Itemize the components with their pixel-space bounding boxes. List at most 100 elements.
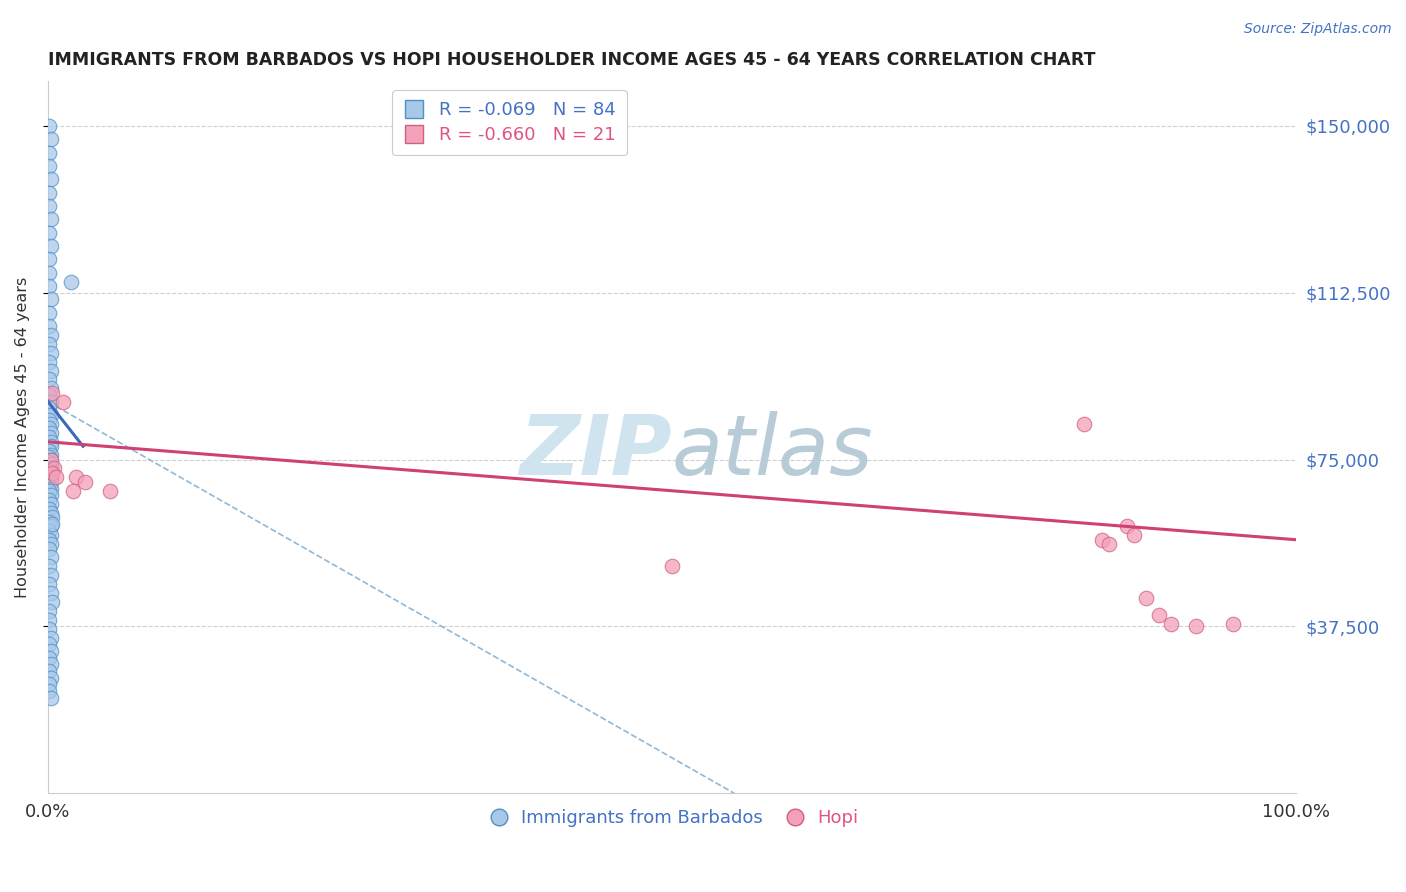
Point bbox=[661, 559, 683, 574]
Point bbox=[39, 381, 62, 395]
Point bbox=[39, 671, 62, 685]
Point bbox=[39, 568, 62, 582]
Point bbox=[38, 186, 60, 200]
Point bbox=[38, 388, 60, 402]
Point bbox=[39, 132, 62, 146]
Point bbox=[41, 510, 63, 524]
Point bbox=[38, 559, 60, 574]
Point bbox=[38, 306, 60, 320]
Y-axis label: Householder Income Ages 45 - 64 years: Householder Income Ages 45 - 64 years bbox=[15, 277, 30, 598]
Point bbox=[1147, 608, 1170, 623]
Point bbox=[39, 425, 62, 440]
Point bbox=[38, 450, 60, 465]
Point bbox=[39, 550, 62, 565]
Point bbox=[39, 506, 62, 520]
Point bbox=[39, 346, 62, 360]
Point bbox=[38, 159, 60, 173]
Point bbox=[38, 354, 60, 368]
Point bbox=[38, 266, 60, 280]
Point bbox=[52, 394, 75, 409]
Point bbox=[39, 448, 62, 462]
Point bbox=[39, 172, 62, 186]
Text: atlas: atlas bbox=[672, 411, 873, 492]
Point bbox=[38, 226, 60, 240]
Point bbox=[38, 421, 60, 435]
Point bbox=[38, 119, 60, 133]
Point bbox=[1160, 617, 1182, 632]
Point bbox=[38, 613, 60, 627]
Point bbox=[39, 452, 62, 467]
Point bbox=[39, 239, 62, 253]
Point bbox=[38, 533, 60, 547]
Point bbox=[39, 497, 62, 511]
Point bbox=[38, 252, 60, 267]
Point bbox=[38, 145, 60, 160]
Point bbox=[39, 488, 62, 502]
Point bbox=[1222, 617, 1244, 632]
Point bbox=[38, 664, 60, 678]
Point bbox=[39, 434, 62, 449]
Point bbox=[38, 483, 60, 498]
Point bbox=[38, 677, 60, 691]
Point bbox=[75, 475, 97, 489]
Point bbox=[39, 328, 62, 343]
Point bbox=[38, 412, 60, 426]
Point bbox=[38, 473, 60, 487]
Point bbox=[39, 690, 62, 705]
Point bbox=[39, 461, 62, 475]
Point bbox=[39, 212, 62, 227]
Point bbox=[44, 461, 66, 475]
Point bbox=[38, 650, 60, 665]
Point bbox=[38, 468, 60, 483]
Point bbox=[38, 524, 60, 538]
Point bbox=[39, 439, 62, 453]
Point bbox=[38, 622, 60, 636]
Point bbox=[39, 452, 62, 467]
Point bbox=[1122, 528, 1144, 542]
Point bbox=[39, 586, 62, 600]
Point bbox=[39, 644, 62, 658]
Point bbox=[1097, 537, 1119, 551]
Point bbox=[100, 483, 122, 498]
Point bbox=[41, 595, 63, 609]
Point bbox=[38, 337, 60, 351]
Point bbox=[38, 577, 60, 591]
Point bbox=[38, 199, 60, 213]
Point bbox=[1185, 619, 1208, 633]
Point bbox=[39, 657, 62, 672]
Point bbox=[62, 483, 84, 498]
Point bbox=[1073, 417, 1095, 431]
Point bbox=[38, 401, 60, 416]
Point bbox=[38, 279, 60, 293]
Point bbox=[59, 275, 82, 289]
Point bbox=[39, 475, 62, 489]
Point bbox=[38, 684, 60, 698]
Point bbox=[39, 631, 62, 645]
Point bbox=[39, 394, 62, 409]
Point bbox=[38, 372, 60, 386]
Point bbox=[39, 470, 62, 484]
Point bbox=[38, 637, 60, 651]
Point bbox=[39, 466, 62, 480]
Point bbox=[38, 443, 60, 458]
Text: Source: ZipAtlas.com: Source: ZipAtlas.com bbox=[1244, 22, 1392, 37]
Point bbox=[39, 363, 62, 377]
Point bbox=[41, 466, 63, 480]
Point bbox=[41, 385, 63, 400]
Text: ZIP: ZIP bbox=[519, 411, 672, 492]
Point bbox=[38, 464, 60, 478]
Point bbox=[39, 457, 62, 471]
Point bbox=[45, 470, 67, 484]
Point bbox=[39, 482, 62, 496]
Point bbox=[1116, 519, 1139, 533]
Point bbox=[41, 517, 63, 532]
Point bbox=[38, 319, 60, 334]
Point bbox=[39, 293, 62, 307]
Point bbox=[38, 492, 60, 507]
Point bbox=[65, 470, 87, 484]
Point bbox=[38, 501, 60, 516]
Point bbox=[38, 541, 60, 556]
Point bbox=[39, 417, 62, 431]
Text: IMMIGRANTS FROM BARBADOS VS HOPI HOUSEHOLDER INCOME AGES 45 - 64 YEARS CORRELATI: IMMIGRANTS FROM BARBADOS VS HOPI HOUSEHO… bbox=[48, 51, 1095, 69]
Point bbox=[39, 519, 62, 533]
